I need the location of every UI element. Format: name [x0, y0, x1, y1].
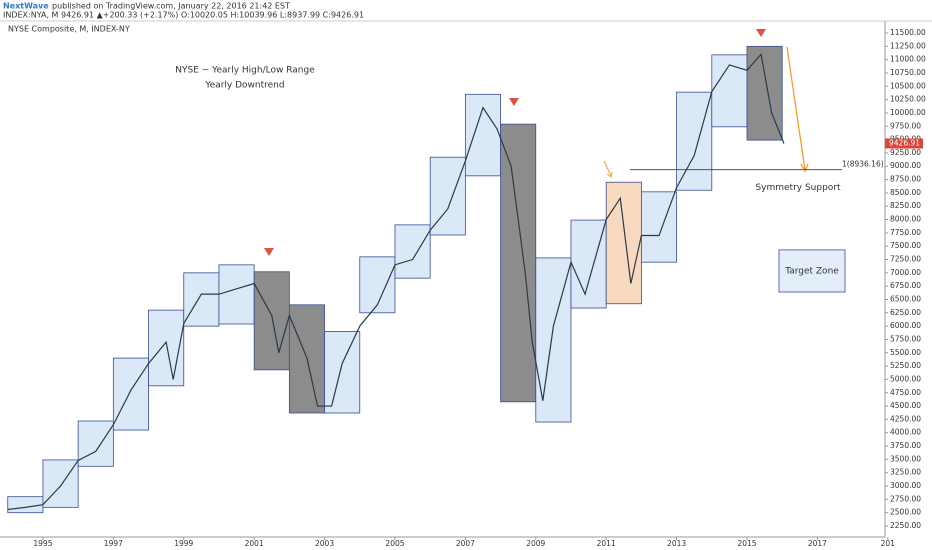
- x-tick-label: 2009: [526, 539, 545, 548]
- down-arrow: [264, 248, 274, 256]
- annotation: Target Zone: [784, 266, 839, 276]
- y-tick-label: 10000.00: [890, 108, 926, 117]
- published: published on TradingView.com, January 22…: [52, 2, 290, 11]
- y-tick-label: 6250.00: [890, 308, 921, 317]
- x-tick-label: 2015: [737, 539, 756, 548]
- y-tick-label: 11250.00: [890, 41, 926, 50]
- y-tick-label: 11500.00: [890, 28, 926, 37]
- support-label: 1(8936.16): [842, 160, 884, 169]
- x-tick-label: 201: [881, 539, 896, 548]
- y-tick-label: 2250.00: [890, 521, 921, 530]
- y-tick-label: 5500.00: [890, 348, 921, 357]
- x-tick-label: 2005: [385, 539, 404, 548]
- y-tick-label: 3500.00: [890, 454, 921, 463]
- last-price-label: 9426.91: [889, 138, 920, 147]
- year-range-box: [112, 357, 149, 431]
- x-tick-label: 2003: [315, 539, 334, 548]
- y-tick-label: 5750.00: [890, 334, 921, 343]
- year-range-box: [253, 271, 290, 371]
- x-tick-label: 2017: [808, 539, 827, 548]
- year-range-box: [359, 256, 396, 314]
- y-tick-label: 4750.00: [890, 388, 921, 397]
- y-tick-label: 9250.00: [890, 148, 921, 157]
- year-range-box: [42, 459, 79, 508]
- x-tick-label: 1995: [33, 539, 52, 548]
- down-arrow: [509, 98, 519, 106]
- orange-arrow: [603, 160, 613, 178]
- y-tick-label: 8250.00: [890, 201, 921, 210]
- price-line: [7, 52, 785, 511]
- y-tick-label: 7000.00: [890, 268, 921, 277]
- y-tick-label: 10500.00: [890, 81, 926, 90]
- x-tick-label: 1999: [174, 539, 193, 548]
- y-tick-label: 3250.00: [890, 468, 921, 477]
- year-range-box: [77, 420, 114, 467]
- year-range-box: [288, 304, 325, 414]
- y-tick-label: 4500.00: [890, 401, 921, 410]
- year-range-box: [570, 219, 607, 309]
- year-range-box: [711, 54, 748, 128]
- y-tick-label: 3750.00: [890, 441, 921, 450]
- y-tick-label: 8750.00: [890, 175, 921, 184]
- year-range-box: [183, 272, 220, 327]
- year-range-box: [429, 156, 466, 236]
- annotation: Symmetry Support: [755, 183, 841, 193]
- quote: INDEX:NYA, M 9426.91 ▲+200.33 (+2.17%) O…: [3, 11, 364, 20]
- year-range-box: [324, 331, 361, 414]
- y-tick-label: 9750.00: [890, 121, 921, 130]
- x-tick-label: 2011: [597, 539, 616, 548]
- last-price-tag: [885, 138, 923, 149]
- y-tick-label: 8500.00: [890, 188, 921, 197]
- y-tick-label: 7750.00: [890, 228, 921, 237]
- y-tick-label: 10750.00: [890, 68, 926, 77]
- year-range-box: [464, 93, 501, 177]
- y-tick-label: 9000.00: [890, 161, 921, 170]
- y-tick-label: 4250.00: [890, 414, 921, 423]
- year-range-box: [148, 309, 185, 387]
- annotation: Yearly Downtrend: [204, 81, 284, 91]
- y-tick-label: 2500.00: [890, 508, 921, 517]
- year-range-box: [218, 264, 255, 325]
- y-tick-label: 8000.00: [890, 215, 921, 224]
- x-tick-label: 2007: [456, 539, 475, 548]
- year-range-box: [394, 224, 431, 279]
- author: NextWave: [3, 2, 49, 11]
- target-zone: [778, 249, 846, 293]
- annotation: NYSE ~ Yearly High/Low Range: [175, 66, 315, 76]
- chart-title: NYSE Composite, M, INDEX-NY: [8, 25, 130, 34]
- y-tick-label: 6000.00: [890, 321, 921, 330]
- y-tick-label: 6750.00: [890, 281, 921, 290]
- x-tick-label: 2001: [245, 539, 264, 548]
- year-range-box: [500, 123, 537, 403]
- orange-arrow: [786, 46, 809, 173]
- y-tick-label: 7250.00: [890, 255, 921, 264]
- y-tick-label: 2750.00: [890, 494, 921, 503]
- y-tick-label: 4000.00: [890, 428, 921, 437]
- year-range-box: [7, 496, 44, 514]
- down-arrow: [756, 29, 766, 37]
- y-tick-label: 7500.00: [890, 241, 921, 250]
- x-tick-label: 1997: [104, 539, 123, 548]
- y-tick-label: 6500.00: [890, 294, 921, 303]
- y-tick-label: 5000.00: [890, 374, 921, 383]
- y-tick-label: 11000.00: [890, 55, 926, 64]
- y-tick-label: 10250.00: [890, 95, 926, 104]
- year-range-box: [676, 91, 713, 191]
- y-tick-label: 3000.00: [890, 481, 921, 490]
- y-tick-label: 5250.00: [890, 361, 921, 370]
- x-tick-label: 2013: [667, 539, 686, 548]
- year-range-box: [605, 181, 642, 305]
